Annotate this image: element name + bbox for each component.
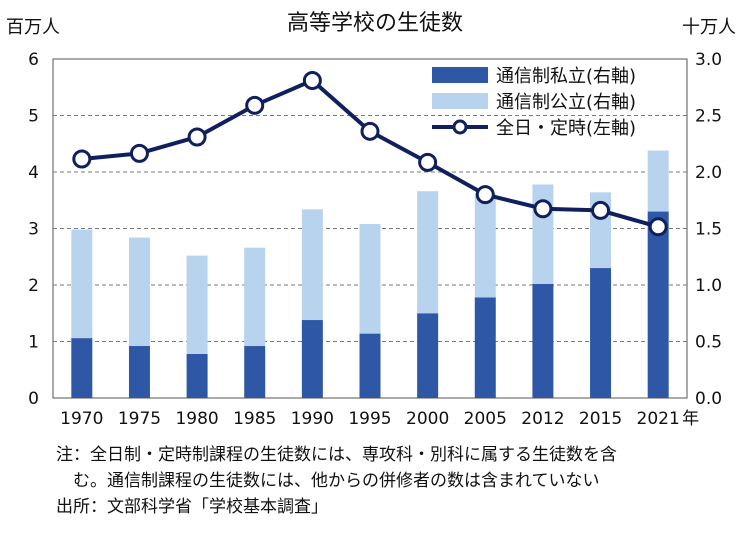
source-line: 出所：文部科学省「学校基本調査」 xyxy=(56,497,328,517)
right-tick-label: 0.5 xyxy=(695,333,722,353)
left-tick-label: 3 xyxy=(28,220,39,240)
bar-public xyxy=(647,150,669,212)
legend-label: 通信制公立(右軸) xyxy=(496,92,636,113)
bar-public xyxy=(71,229,93,339)
x-axis-unit: 年 xyxy=(682,409,699,429)
legend-swatch-private xyxy=(432,67,488,83)
bar-public xyxy=(474,193,496,298)
x-tick-label: 2000 xyxy=(406,409,449,429)
note-line-2: む。通信制課程の生徒数には、他からの併修者の数は含まれていない xyxy=(56,471,600,491)
x-tick-label: 2012 xyxy=(521,409,564,429)
legend-label: 全日・定時(左軸) xyxy=(496,118,636,139)
left-tick-label: 5 xyxy=(28,107,39,127)
line-layer xyxy=(72,70,668,237)
bar-public xyxy=(301,209,323,321)
line-point xyxy=(187,127,207,147)
right-axis-title: 十万人 xyxy=(682,17,736,38)
bar-private xyxy=(128,346,150,398)
legend-label: 通信制私立(右軸) xyxy=(496,66,636,87)
line-point xyxy=(245,95,265,115)
x-tick-label: 1970 xyxy=(60,409,103,429)
legend-swatch-total-marker xyxy=(452,119,468,135)
bar-private xyxy=(532,283,554,398)
left-axis-title: 百万人 xyxy=(6,17,60,38)
bar-private xyxy=(301,320,323,398)
legend: 通信制私立(右軸) 通信制公立(右軸) 全日・定時(左軸) xyxy=(432,66,636,139)
bars-layer xyxy=(71,150,669,398)
bar-public xyxy=(244,247,266,347)
bar-private xyxy=(359,333,381,398)
axes-layer: 0 0.0 1 0.5 2 1.0 3 1.5 4 2.0 5 2.5 6 3.0 1970 1975 1980… xyxy=(28,50,722,429)
bar-private xyxy=(244,346,266,398)
x-tick-label: 1985 xyxy=(233,409,276,429)
x-tick-label: 1995 xyxy=(348,409,391,429)
right-tick-label: 2.0 xyxy=(695,163,722,183)
right-tick-label: 0.0 xyxy=(695,389,722,409)
right-tick-label: 3.0 xyxy=(695,50,722,70)
line-point xyxy=(591,200,611,220)
left-tick-label: 1 xyxy=(28,333,39,353)
legend-swatch-public xyxy=(432,93,488,109)
line-point xyxy=(129,143,149,163)
bar-private xyxy=(590,268,612,398)
bar-public xyxy=(417,191,439,314)
line-point xyxy=(648,217,668,237)
chart-title: 高等学校の生徒数 xyxy=(287,11,463,36)
bar-public xyxy=(186,255,208,354)
line-point xyxy=(72,149,92,169)
x-tick-label: 2021 xyxy=(637,409,680,429)
x-tick-label: 2015 xyxy=(579,409,622,429)
line-point xyxy=(360,121,380,141)
line-point xyxy=(533,199,553,219)
line-point xyxy=(302,70,322,90)
left-tick-label: 0 xyxy=(28,389,39,409)
x-tick-label: 1980 xyxy=(175,409,218,429)
bar-private xyxy=(647,211,669,398)
left-tick-label: 4 xyxy=(28,163,39,183)
right-tick-label: 2.5 xyxy=(695,107,722,127)
line-point xyxy=(475,185,495,205)
bar-public xyxy=(128,237,150,347)
right-tick-label: 1.5 xyxy=(695,220,722,240)
x-tick-label: 1990 xyxy=(291,409,334,429)
x-tick-label: 1975 xyxy=(118,409,161,429)
x-tick-label: 2005 xyxy=(464,409,507,429)
left-tick-label: 2 xyxy=(28,276,39,296)
right-tick-label: 1.0 xyxy=(695,276,722,296)
line-point xyxy=(418,152,438,172)
bar-public xyxy=(359,223,381,334)
bar-private xyxy=(474,297,496,398)
note-line-1: 注：全日制・定時制課程の生徒数には、専攻科・別科に属する生徒数を含 xyxy=(56,445,617,465)
bar-private xyxy=(417,313,439,398)
bar-private xyxy=(186,353,208,398)
left-tick-label: 6 xyxy=(28,50,39,70)
bar-private xyxy=(71,338,93,398)
chart-svg: 高等学校の生徒数 百万人 十万人 0 0.0 1 0.5 2 1.0 3 1.5 4 2.0 5 2.… xyxy=(6,11,736,429)
